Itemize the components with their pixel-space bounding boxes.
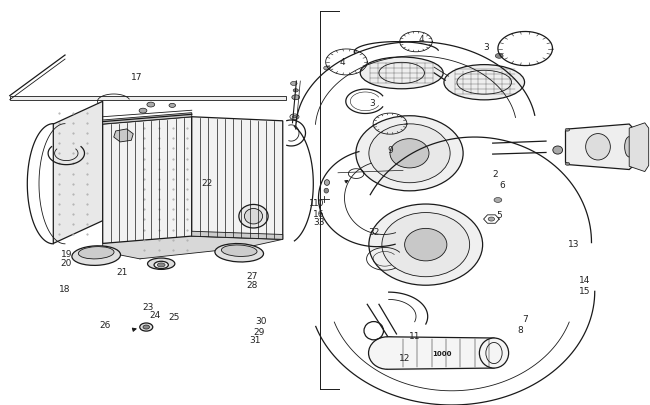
Ellipse shape [495,54,503,59]
Text: 13: 13 [567,239,579,248]
Text: 1000: 1000 [432,350,452,356]
Ellipse shape [552,147,563,155]
Ellipse shape [494,198,502,203]
Ellipse shape [72,246,120,266]
Text: 4: 4 [340,58,345,67]
Ellipse shape [140,323,153,331]
Text: 21: 21 [116,268,128,277]
Ellipse shape [244,209,263,224]
Ellipse shape [290,115,299,120]
Polygon shape [10,96,286,100]
Polygon shape [566,125,634,170]
Text: 9: 9 [387,145,393,154]
Text: 24: 24 [149,311,161,320]
Ellipse shape [324,189,328,194]
Text: 33: 33 [313,217,325,226]
Ellipse shape [157,263,165,267]
Text: 18: 18 [59,284,71,293]
Text: 17: 17 [131,72,142,81]
Ellipse shape [356,117,463,192]
Ellipse shape [324,180,330,186]
Text: 5: 5 [497,210,502,219]
Polygon shape [140,117,192,259]
Polygon shape [114,130,133,143]
Ellipse shape [360,58,443,90]
Text: 6: 6 [499,181,504,190]
Text: 22: 22 [201,179,213,188]
Ellipse shape [566,129,569,132]
Text: 16: 16 [313,209,325,218]
Ellipse shape [324,67,330,71]
Polygon shape [629,124,649,172]
Ellipse shape [369,125,450,183]
Ellipse shape [390,139,429,168]
Ellipse shape [293,90,298,93]
Polygon shape [103,113,192,125]
Ellipse shape [404,229,447,261]
Ellipse shape [488,217,495,222]
Text: 14: 14 [579,276,591,285]
Ellipse shape [79,247,114,259]
Ellipse shape [480,338,508,368]
Text: 2: 2 [493,170,498,179]
Text: 26: 26 [99,320,111,329]
Polygon shape [103,117,192,244]
Text: 25: 25 [168,312,180,321]
Text: 15: 15 [579,286,591,295]
Ellipse shape [143,325,150,329]
Text: 8: 8 [517,326,523,335]
Ellipse shape [291,82,297,86]
Ellipse shape [382,213,469,277]
Text: 3: 3 [484,43,489,52]
Polygon shape [192,232,283,240]
Text: 7: 7 [523,315,528,324]
Ellipse shape [154,262,168,269]
Ellipse shape [586,134,610,160]
Text: 19: 19 [60,250,72,259]
Ellipse shape [239,205,268,228]
Text: 4: 4 [419,35,424,44]
Text: 10: 10 [313,199,325,208]
Text: 1: 1 [309,198,315,207]
Ellipse shape [222,245,257,257]
Polygon shape [103,232,283,259]
Text: 28: 28 [246,280,258,289]
Text: 30: 30 [255,316,267,325]
Polygon shape [53,102,103,244]
Ellipse shape [139,109,147,114]
Polygon shape [192,117,283,240]
Text: 23: 23 [142,303,154,311]
Ellipse shape [369,337,406,369]
Ellipse shape [147,103,155,108]
Text: 27: 27 [246,272,258,281]
Ellipse shape [169,104,176,108]
Ellipse shape [371,126,377,130]
Ellipse shape [444,66,525,100]
Ellipse shape [566,163,569,166]
Text: 12: 12 [398,353,410,362]
Ellipse shape [292,96,300,100]
Ellipse shape [148,258,175,270]
Text: 32: 32 [368,227,380,236]
Ellipse shape [292,116,296,119]
Ellipse shape [215,244,263,262]
Ellipse shape [625,137,634,158]
Ellipse shape [369,205,482,286]
Text: 3: 3 [369,99,374,108]
Text: 20: 20 [60,258,72,267]
Text: 11: 11 [409,332,421,341]
Text: 31: 31 [249,335,261,344]
Text: 29: 29 [253,327,265,336]
